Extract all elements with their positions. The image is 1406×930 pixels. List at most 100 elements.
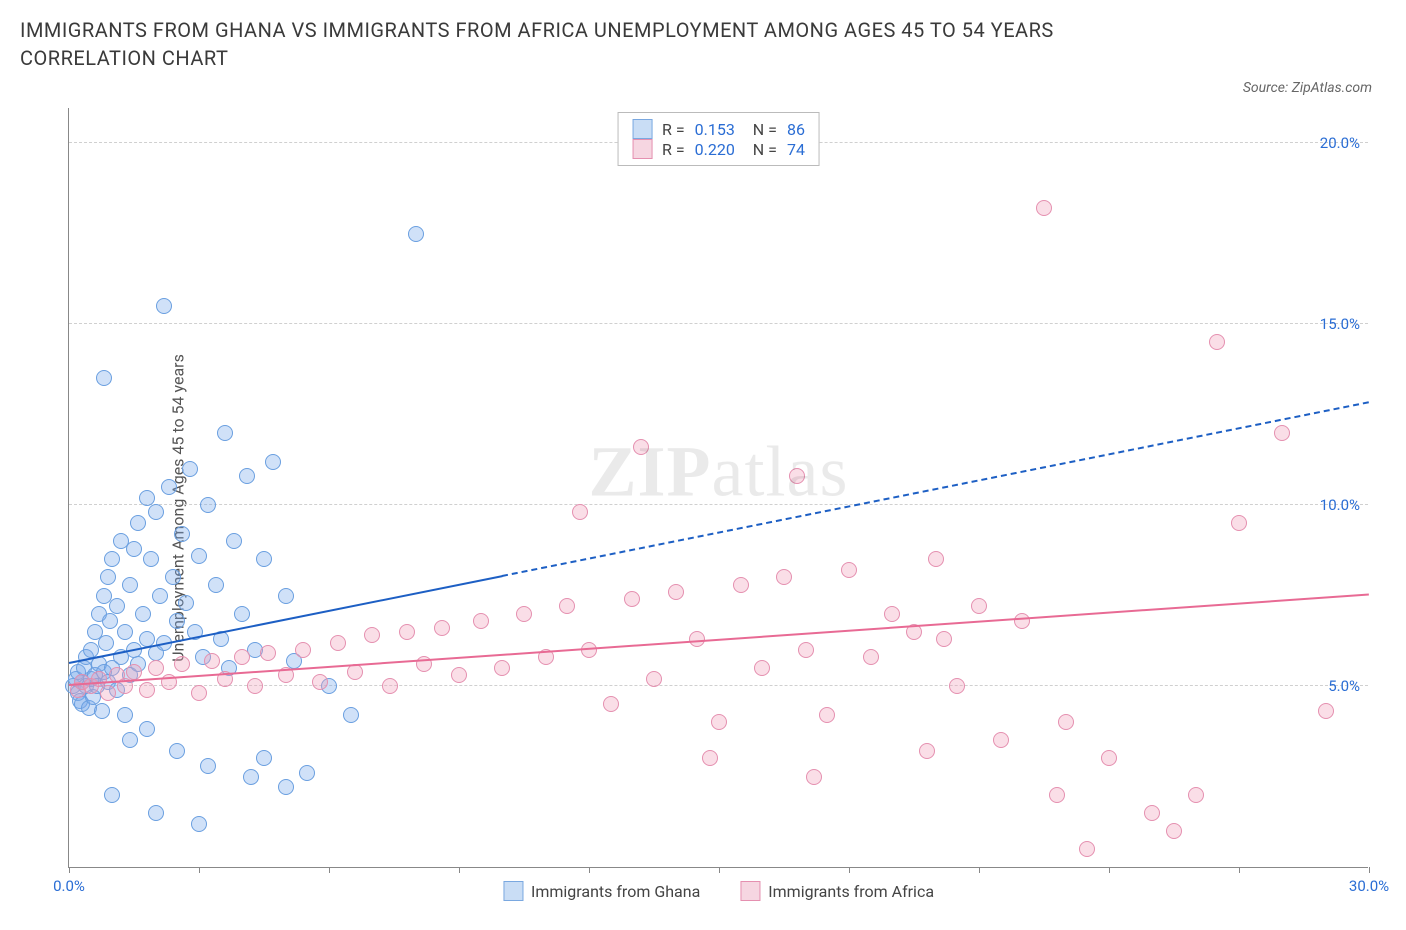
scatter-point-africa <box>234 649 250 665</box>
series-legend: Immigrants from GhanaImmigrants from Afr… <box>503 881 934 901</box>
chart-title: IMMIGRANTS FROM GHANA VS IMMIGRANTS FROM… <box>20 16 1140 72</box>
legend-swatch-icon <box>632 139 652 159</box>
y-tick-label: 15.0% <box>1320 315 1360 333</box>
x-tick <box>199 867 200 873</box>
x-tick <box>1369 867 1370 873</box>
scatter-point-ghana <box>217 425 233 441</box>
scatter-point-africa <box>100 685 116 701</box>
scatter-point-africa <box>139 682 155 698</box>
legend-series-name: Immigrants from Africa <box>768 882 934 901</box>
scatter-point-africa <box>863 649 879 665</box>
legend-row-africa: R =0.220 N =74 <box>632 139 805 159</box>
scatter-point-ghana <box>265 454 281 470</box>
scatter-point-ghana <box>182 461 198 477</box>
scatter-point-ghana <box>152 588 168 604</box>
x-tick <box>849 867 850 873</box>
scatter-point-africa <box>702 750 718 766</box>
scatter-point-africa <box>1058 714 1074 730</box>
scatter-point-ghana <box>122 577 138 593</box>
scatter-point-africa <box>798 642 814 658</box>
scatter-point-africa <box>1101 750 1117 766</box>
scatter-point-africa <box>91 671 107 687</box>
scatter-point-africa <box>204 653 220 669</box>
plot-area: ZIPatlas R =0.153 N =86R =0.220 N =74 Im… <box>68 108 1368 868</box>
scatter-point-africa <box>776 569 792 585</box>
scatter-point-africa <box>884 606 900 622</box>
scatter-point-africa <box>754 660 770 676</box>
scatter-point-ghana <box>122 732 138 748</box>
y-tick-label: 10.0% <box>1320 496 1360 514</box>
scatter-point-ghana <box>161 479 177 495</box>
scatter-point-ghana <box>408 226 424 242</box>
scatter-point-ghana <box>148 805 164 821</box>
scatter-point-africa <box>1049 787 1065 803</box>
scatter-point-ghana <box>191 548 207 564</box>
scatter-point-ghana <box>143 551 159 567</box>
scatter-point-ghana <box>278 588 294 604</box>
scatter-point-africa <box>295 642 311 658</box>
scatter-point-ghana <box>109 598 125 614</box>
scatter-point-ghana <box>234 606 250 622</box>
watermark-atlas: atlas <box>712 432 849 512</box>
scatter-point-africa <box>936 631 952 647</box>
scatter-point-ghana <box>98 635 114 651</box>
scatter-point-africa <box>572 504 588 520</box>
scatter-point-africa <box>399 624 415 640</box>
x-tick <box>719 867 720 873</box>
gridline <box>69 685 1368 686</box>
scatter-point-africa <box>1318 703 1334 719</box>
scatter-point-africa <box>711 714 727 730</box>
legend-swatch-icon <box>503 881 523 901</box>
scatter-point-ghana <box>208 577 224 593</box>
scatter-point-ghana <box>117 624 133 640</box>
scatter-point-ghana <box>117 707 133 723</box>
scatter-point-ghana <box>256 551 272 567</box>
scatter-point-africa <box>516 606 532 622</box>
gridline <box>69 323 1368 324</box>
x-tick <box>1109 867 1110 873</box>
watermark: ZIPatlas <box>589 431 849 514</box>
scatter-point-africa <box>1014 613 1030 629</box>
legend-n-label: N = <box>745 120 777 139</box>
scatter-point-ghana <box>148 504 164 520</box>
scatter-point-africa <box>624 591 640 607</box>
legend-r-value: 0.153 <box>695 120 735 139</box>
scatter-point-africa <box>364 627 380 643</box>
scatter-point-ghana <box>256 750 272 766</box>
legend-n-label: N = <box>745 140 777 159</box>
legend-n-value: 86 <box>787 120 805 139</box>
y-tick-label: 20.0% <box>1320 134 1360 152</box>
scatter-point-ghana <box>104 787 120 803</box>
scatter-point-africa <box>434 620 450 636</box>
scatter-point-ghana <box>343 707 359 723</box>
y-tick-label: 5.0% <box>1328 677 1360 695</box>
legend-n-value: 74 <box>787 140 805 159</box>
legend-row-ghana: R = 0.153 N = 86 <box>632 119 805 139</box>
legend-r-label: R = <box>662 120 685 139</box>
legend-item-africa: Immigrants from Africa <box>740 881 934 901</box>
scatter-point-africa <box>559 598 575 614</box>
scatter-point-ghana <box>126 541 142 557</box>
scatter-point-africa <box>919 743 935 759</box>
scatter-point-africa <box>1231 515 1247 531</box>
scatter-point-ghana <box>139 721 155 737</box>
scatter-point-ghana <box>191 816 207 832</box>
scatter-point-ghana <box>243 769 259 785</box>
x-tick-label: 0.0% <box>53 877 85 895</box>
scatter-point-africa <box>633 439 649 455</box>
x-tick <box>69 867 70 873</box>
scatter-point-ghana <box>139 490 155 506</box>
x-tick <box>1239 867 1240 873</box>
scatter-point-ghana <box>100 569 116 585</box>
scatter-point-africa <box>1166 823 1182 839</box>
chart-container: Unemployment Among Ages 45 to 54 years Z… <box>20 108 1386 908</box>
scatter-point-africa <box>993 732 1009 748</box>
scatter-point-africa <box>949 678 965 694</box>
scatter-point-africa <box>1079 841 1095 857</box>
scatter-point-ghana <box>174 526 190 542</box>
scatter-point-ghana <box>169 743 185 759</box>
scatter-point-ghana <box>299 765 315 781</box>
source-label: Source: ZipAtlas.com <box>1243 80 1372 96</box>
scatter-point-africa <box>733 577 749 593</box>
gridline <box>69 504 1368 505</box>
